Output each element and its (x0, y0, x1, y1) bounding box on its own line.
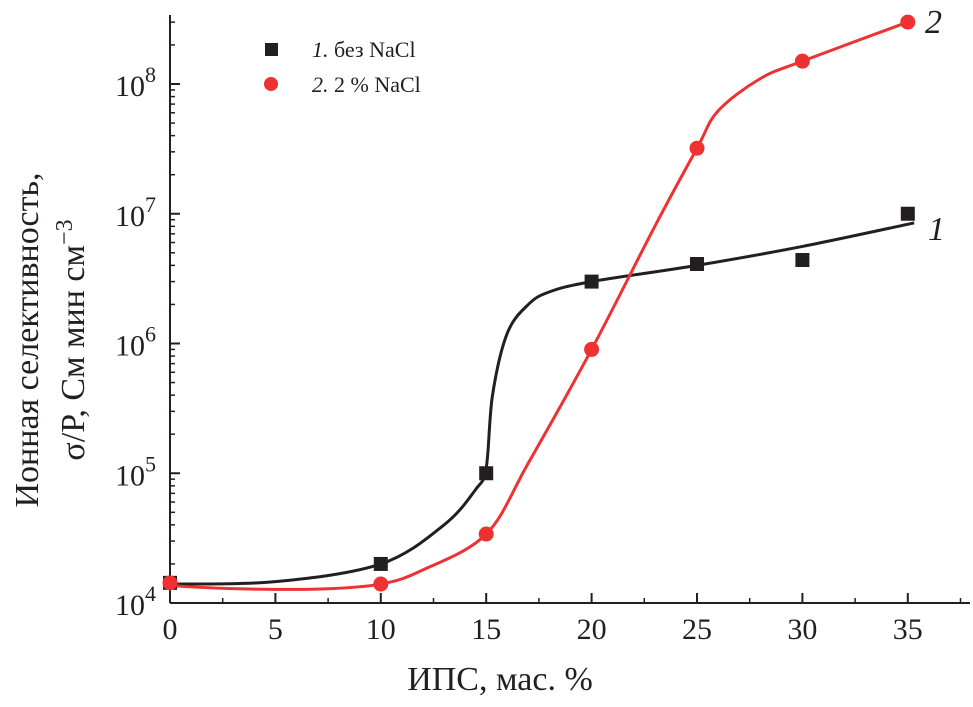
data-point-circle (689, 140, 705, 156)
x-tick-label: 10 (366, 613, 396, 646)
y-tick-label: 105 (115, 451, 156, 492)
data-point-square (584, 274, 599, 289)
y-tick-label: 106 (115, 322, 156, 363)
x-tick-label: 0 (163, 613, 178, 646)
legend-label-1: 1. без NaCl (312, 37, 416, 62)
x-axis-label: ИПС, мас. % (407, 661, 593, 698)
legend-label-2: 2. 2 % NaCl (312, 72, 421, 97)
y-tick-label: 104 (115, 581, 156, 622)
legend: 1. без NaCl 2. 2 % NaCl (264, 37, 421, 97)
y-axis-label-line1: Ионная селективность, (9, 172, 46, 507)
data-point-circle (162, 575, 178, 591)
curve-label-2: 2 (925, 4, 942, 41)
y-tick-label: 108 (115, 62, 156, 103)
y-tick-label: 107 (115, 192, 156, 233)
x-tick-label: 20 (577, 613, 607, 646)
legend-marker-square (265, 43, 278, 56)
data-point-circle (373, 576, 389, 592)
data-point-square (900, 206, 915, 221)
x-tick-label: 15 (471, 613, 501, 646)
curve-label-1: 1 (928, 211, 945, 248)
data-point-square (795, 253, 810, 268)
x-tick-label: 5 (268, 613, 283, 646)
fit-curve-series-1 (169, 221, 915, 586)
fit-curve-series-2 (169, 20, 909, 591)
data-point-square (690, 256, 704, 271)
data-point-circle (794, 53, 810, 69)
data-point-square (479, 466, 494, 481)
x-tick-label: 30 (787, 613, 817, 646)
legend-marker-circle (264, 77, 278, 91)
x-tick-label: 25 (682, 613, 712, 646)
y-axis-label-line2: σ/P, См мин см−3 (52, 219, 92, 460)
data-point-square (373, 556, 388, 571)
x-tick-label: 35 (893, 613, 923, 646)
data-point-circle (900, 14, 916, 30)
data-point-circle (478, 526, 494, 542)
data-point-circle (584, 341, 600, 357)
